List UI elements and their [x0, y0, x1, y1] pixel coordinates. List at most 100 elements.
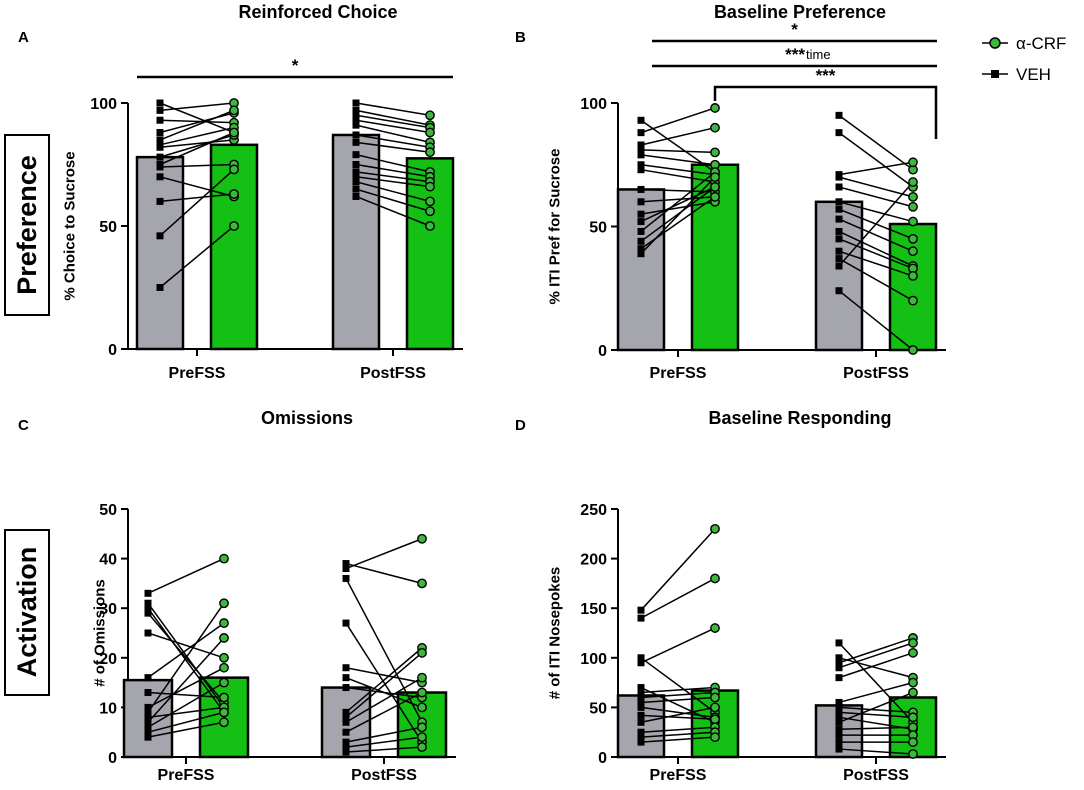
y-axis-title: # of ITI Nosepokes — [547, 567, 564, 700]
subject-line — [355, 114, 431, 129]
subject-line — [345, 726, 423, 743]
veh-point — [144, 733, 152, 741]
subject-line — [640, 696, 716, 704]
veh-point — [144, 689, 152, 697]
veh-point — [835, 129, 843, 137]
veh-point — [144, 589, 152, 597]
subject-line — [838, 230, 914, 267]
crf-point — [417, 672, 427, 683]
row-label-preference-text: Preference — [12, 155, 42, 295]
crf-point — [219, 707, 229, 718]
veh-point — [144, 723, 152, 731]
veh-point — [835, 738, 843, 746]
row-label-activation: Activation — [4, 529, 50, 696]
subject-line — [147, 557, 225, 595]
veh-point — [156, 106, 164, 114]
y-axis-title: % Choice to Sucrose — [62, 151, 79, 300]
subject-line — [838, 706, 914, 714]
veh-point — [342, 664, 350, 672]
legend-item-veh: VEH — [982, 65, 1051, 84]
veh-point — [637, 245, 645, 253]
subject-line — [355, 163, 431, 178]
subject-line — [159, 176, 235, 198]
y-tick-label: 0 — [108, 342, 117, 359]
veh-point — [342, 560, 350, 568]
veh-point — [637, 659, 645, 667]
veh-point — [835, 745, 843, 753]
y-tick-label: 0 — [598, 343, 607, 360]
subject-line — [640, 627, 716, 664]
y-tick-label: 100 — [580, 96, 607, 113]
subject-line — [838, 748, 914, 755]
bar-veh — [814, 200, 864, 352]
subject-line — [640, 528, 716, 611]
subject-line — [640, 164, 716, 176]
crf-point — [908, 722, 918, 733]
x-tick-label: PostFSS — [843, 365, 909, 382]
subject-line — [838, 652, 914, 679]
y-tick-label: 20 — [99, 651, 117, 668]
x-tick-label: PreFSS — [650, 365, 707, 382]
subject-line — [838, 642, 914, 723]
subject-line — [640, 149, 716, 154]
significance-bracket — [713, 85, 938, 139]
subject-line — [345, 691, 423, 733]
crf-point — [908, 201, 918, 212]
y-axis-title: # of Omissions — [92, 579, 109, 687]
y-tick-label: 150 — [580, 601, 607, 618]
veh-point — [352, 111, 360, 119]
subject-line — [838, 711, 914, 719]
subject-line — [640, 577, 716, 619]
crf-point — [710, 147, 720, 158]
subject-line — [640, 686, 716, 723]
subject-line — [640, 706, 716, 719]
y-axis-title: % ITI Pref for Sucrose — [547, 149, 564, 305]
y-tick-label: 40 — [99, 552, 117, 569]
subject-line — [640, 714, 716, 721]
veh-point — [637, 718, 645, 726]
crf-point — [417, 647, 427, 658]
crf-point — [219, 598, 229, 609]
crf-point — [229, 105, 239, 116]
bar-veh — [135, 155, 185, 351]
crf-point — [229, 221, 239, 231]
subject-line — [159, 112, 235, 134]
x-tick-label: PostFSS — [360, 365, 426, 382]
panel-title: Baseline Responding — [708, 408, 891, 428]
subject-line — [345, 652, 423, 718]
veh-point — [637, 116, 645, 124]
subject-line — [355, 153, 431, 173]
crf-point — [908, 687, 918, 698]
veh-point — [342, 728, 350, 736]
veh-point — [835, 227, 843, 235]
subject-line — [345, 562, 423, 585]
subject-line — [345, 647, 423, 713]
subject-line — [345, 746, 423, 753]
veh-point — [144, 629, 152, 637]
veh-point — [835, 255, 843, 263]
significance-label: *** — [816, 66, 836, 85]
x-tick-label: PreFSS — [158, 767, 215, 784]
veh-point — [637, 198, 645, 206]
crf-point — [425, 221, 435, 231]
subject-line — [640, 154, 716, 166]
veh-point — [835, 183, 843, 191]
panel-letter: D — [515, 417, 526, 434]
y-tick-label: 50 — [589, 700, 607, 717]
subject-line — [147, 711, 225, 733]
subject-line — [147, 607, 225, 713]
y-tick-label: 50 — [99, 219, 117, 236]
subject-line — [640, 119, 716, 173]
panel-title: Omissions — [261, 408, 353, 428]
subject-line — [640, 188, 716, 193]
veh-point — [156, 99, 164, 107]
veh-point — [637, 161, 645, 169]
subject-line — [159, 109, 235, 141]
crf-point — [425, 196, 435, 207]
significance-label: * — [292, 56, 299, 75]
panel-d: D Baseline Responding # of ITI Nosepokes 0 5… — [515, 408, 946, 784]
row-label-preference-box — [4, 134, 50, 316]
subject-line — [838, 681, 914, 704]
veh-point — [637, 738, 645, 746]
subject-line — [640, 201, 716, 215]
